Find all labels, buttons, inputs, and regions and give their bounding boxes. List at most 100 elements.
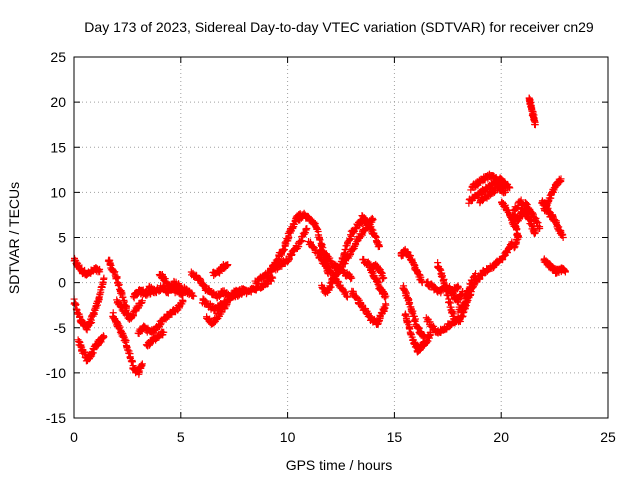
data-point <box>96 268 104 276</box>
data-point <box>128 358 136 366</box>
data-point <box>501 201 509 209</box>
data-point <box>349 289 357 297</box>
data-points <box>70 94 569 378</box>
data-point <box>129 311 137 319</box>
data-point <box>160 328 168 336</box>
data-point <box>561 267 569 275</box>
data-point <box>138 360 146 368</box>
y-tick-label: 15 <box>50 139 66 155</box>
data-point <box>382 292 390 300</box>
data-point <box>138 297 146 305</box>
data-point <box>324 253 332 260</box>
data-point <box>500 252 508 260</box>
data-point <box>119 332 127 340</box>
data-point <box>332 272 340 280</box>
data-point <box>179 297 187 305</box>
data-point <box>529 110 537 118</box>
data-point <box>281 246 289 254</box>
data-point <box>99 279 107 287</box>
data-point <box>559 234 567 241</box>
data-point <box>406 325 414 333</box>
data-point <box>368 214 376 222</box>
data-point <box>98 283 106 291</box>
data-point <box>506 184 514 192</box>
data-point <box>468 196 476 204</box>
x-tick-label: 5 <box>177 429 185 445</box>
y-axis-label: SDTVAR / TECUs <box>6 182 22 294</box>
x-tick-label: 0 <box>70 429 78 445</box>
data-point <box>346 235 354 243</box>
data-point <box>254 279 262 287</box>
data-point <box>523 201 531 209</box>
data-point <box>310 218 318 226</box>
data-point <box>371 232 379 240</box>
data-point <box>406 299 414 307</box>
data-point <box>369 215 377 223</box>
data-point <box>531 121 539 129</box>
data-point <box>402 311 410 319</box>
data-point <box>343 292 351 300</box>
data-point <box>510 243 518 251</box>
data-point <box>224 261 232 269</box>
data-point <box>444 292 452 300</box>
data-point <box>303 224 311 232</box>
y-tick-label: 20 <box>50 94 66 110</box>
data-point <box>288 251 296 259</box>
data-point <box>122 338 130 346</box>
data-point <box>549 212 557 220</box>
y-tick-label: 5 <box>58 230 66 246</box>
data-point <box>269 274 277 282</box>
data-point <box>223 300 231 308</box>
y-tick-label: -5 <box>54 320 67 336</box>
data-point <box>408 308 416 316</box>
data-point <box>190 292 198 300</box>
data-point <box>529 209 537 217</box>
data-point <box>536 224 544 232</box>
y-tick-label: 10 <box>50 184 66 200</box>
axis-ticks: 0 5 10 15 20 25 -15 -10 -5 0 5 10 15 20 25 <box>46 49 616 445</box>
data-point <box>77 264 85 272</box>
data-point <box>297 238 305 246</box>
data-point <box>316 236 324 244</box>
y-tick-label: -15 <box>46 410 66 426</box>
data-point <box>307 238 315 246</box>
data-point <box>81 349 89 357</box>
data-point <box>300 209 308 217</box>
data-point <box>302 226 310 234</box>
data-point <box>100 333 108 341</box>
chart-title: Day 173 of 2023, Sidereal Day-to-day VTE… <box>84 19 594 35</box>
x-axis-label: GPS time / hours <box>286 457 393 473</box>
data-point <box>469 273 477 281</box>
x-tick-label: 25 <box>600 429 616 445</box>
data-point <box>348 274 356 282</box>
data-point <box>501 188 509 196</box>
x-tick-label: 20 <box>493 429 509 445</box>
data-point <box>347 273 355 281</box>
data-point <box>557 175 565 183</box>
data-point <box>119 293 127 301</box>
data-point <box>96 290 104 298</box>
data-point <box>342 288 350 296</box>
data-point <box>423 339 431 347</box>
data-point <box>468 278 476 286</box>
y-tick-label: 0 <box>58 275 66 291</box>
data-point <box>375 243 383 251</box>
y-tick-label: 25 <box>50 49 66 65</box>
data-point <box>504 249 512 257</box>
y-tick-label: -10 <box>46 365 66 381</box>
data-point <box>450 315 458 323</box>
x-tick-label: 10 <box>280 429 296 445</box>
data-point <box>179 289 187 297</box>
data-point <box>472 270 480 278</box>
data-point <box>161 275 169 283</box>
data-point <box>498 256 506 264</box>
data-point <box>381 294 389 302</box>
data-point <box>454 283 462 291</box>
data-point <box>357 230 365 238</box>
data-point <box>382 301 390 309</box>
data-point <box>411 317 419 325</box>
data-point <box>100 274 108 282</box>
data-point <box>355 234 363 242</box>
